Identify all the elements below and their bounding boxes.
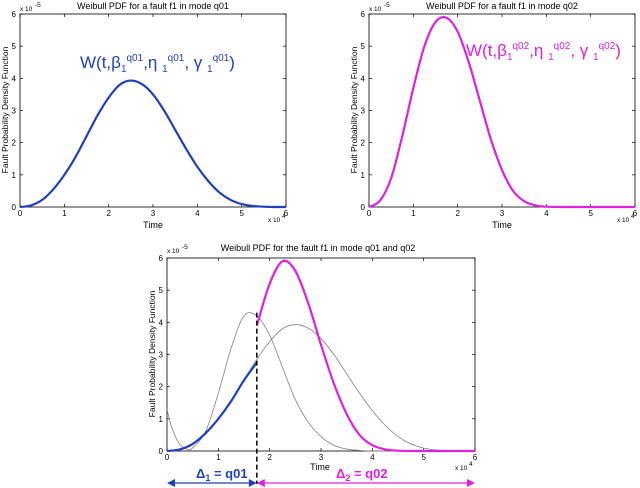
x-tick-label: 1 <box>62 209 67 218</box>
x-tick-label: 2 <box>455 209 460 218</box>
x-tick-label: 5 <box>588 209 593 218</box>
y-axis-label: Fault Probability Density Function <box>349 46 359 173</box>
x-tick-label: 1 <box>411 209 416 218</box>
x-tick-label: 4 <box>195 209 200 218</box>
svg-text:x 10: x 10 <box>268 217 281 224</box>
y-tick-label: 0 <box>361 203 366 212</box>
x-exponent: x 10 4 <box>617 213 635 224</box>
svg-text:x 10: x 10 <box>167 248 180 255</box>
x-tick-label: 3 <box>500 209 505 218</box>
chart-title: Weibull PDF for a fault f1 in mode q02 <box>426 1 578 11</box>
y-tick-label: 6 <box>361 10 366 19</box>
y-tick-label: 2 <box>159 383 164 392</box>
y-tick-label: 3 <box>159 351 164 360</box>
y-axis-label: Fault Probability Density Function <box>147 290 157 417</box>
svg-text:-5: -5 <box>384 2 390 9</box>
y-tick-label: 0 <box>159 447 164 456</box>
plot-frame <box>19 13 287 208</box>
y-tick-label: 6 <box>159 254 164 263</box>
ticks: 0 1 2 3 4 5 6 0 1 2 3 4 5 6 <box>159 254 478 462</box>
y-tick-label: 3 <box>361 107 366 116</box>
series-line-0 <box>368 16 635 209</box>
chart-title: Weibull PDF for the fault f1 in mode q01… <box>221 243 415 253</box>
x-tick-label: 6 <box>284 209 289 218</box>
y-tick-label: 1 <box>361 171 366 180</box>
y-tick-label: 5 <box>361 42 366 51</box>
y-tick-label: 0 <box>12 203 17 212</box>
x-axis-label: Time <box>492 220 512 230</box>
y-tick-label: 4 <box>159 318 164 327</box>
x-exponent: x 10 4 <box>268 213 286 224</box>
svg-text:x 10: x 10 <box>617 217 630 224</box>
svg-text:4: 4 <box>631 213 635 220</box>
formula-annotation: W(t,β1q01,η 1q01, γ 1q01) <box>80 53 235 75</box>
x-axis-label: Time <box>310 462 330 472</box>
chart-q01: Weibull PDF for a fault f1 in mode q01 T… <box>0 1 289 230</box>
x-tick-label: 0 <box>165 453 170 462</box>
x-tick-label: 5 <box>421 453 426 462</box>
svg-text:x 10: x 10 <box>369 6 382 13</box>
ticks: 0 1 2 3 4 5 6 0 1 2 3 4 5 6 <box>361 10 638 218</box>
delta1-arrow <box>167 479 257 487</box>
y-exponent: x 10 -5 <box>369 2 390 13</box>
y-tick-label: 6 <box>12 10 17 19</box>
series-line-3 <box>255 259 476 453</box>
svg-text:-5: -5 <box>35 2 41 9</box>
series-line-2 <box>166 361 258 453</box>
chart-combined: Weibull PDF for the fault f1 in mode q01… <box>147 243 478 487</box>
y-exponent: x 10 -5 <box>20 2 41 13</box>
svg-text:4: 4 <box>282 213 286 220</box>
x-tick-label: 5 <box>239 209 244 218</box>
y-axis-label: Fault Probability Density Function <box>0 46 10 173</box>
y-tick-label: 4 <box>12 74 17 83</box>
svg-text:x 10: x 10 <box>455 465 468 472</box>
x-tick-label: 0 <box>367 209 372 218</box>
x-tick-label: 4 <box>370 453 375 462</box>
x-tick-label: 3 <box>151 209 156 218</box>
x-exponent: x 10 4 <box>455 461 473 472</box>
x-tick-label: 4 <box>544 209 549 218</box>
x-tick-label: 0 <box>18 209 23 218</box>
chart-title: Weibull PDF for a fault f1 in mode q01 <box>77 1 229 11</box>
series-lines <box>19 79 287 209</box>
svg-text:-5: -5 <box>182 244 188 251</box>
y-tick-label: 4 <box>361 74 366 83</box>
x-tick-label: 3 <box>319 453 324 462</box>
y-tick-label: 2 <box>361 139 366 148</box>
delta2-label: Δ2 = q02 <box>336 466 388 483</box>
plot-frame <box>166 257 476 452</box>
chart-q02: Weibull PDF for a fault f1 in mode q02 T… <box>349 1 638 230</box>
series-line-0 <box>19 79 287 209</box>
y-exponent: x 10 -5 <box>167 244 188 255</box>
series-line-1 <box>166 312 475 452</box>
y-tick-label: 3 <box>12 107 17 116</box>
y-tick-label: 1 <box>12 171 17 180</box>
y-tick-label: 5 <box>12 42 17 51</box>
series-lines <box>166 259 476 453</box>
x-tick-label: 2 <box>106 209 111 218</box>
y-tick-label: 1 <box>159 415 164 424</box>
svg-text:4: 4 <box>469 461 473 468</box>
series-lines <box>368 16 635 209</box>
ticks: 0 1 2 3 4 5 6 0 1 2 3 4 5 6 <box>12 10 289 218</box>
delta1-label: Δ1 = q01 <box>196 466 248 483</box>
delta2-arrow <box>256 479 475 487</box>
x-tick-label: 1 <box>216 453 221 462</box>
x-tick-label: 2 <box>267 453 272 462</box>
svg-text:x 10: x 10 <box>20 6 33 13</box>
formula-annotation: W(t,β1q02,η 1q02, γ 1q02) <box>466 41 621 63</box>
x-tick-label: 6 <box>473 453 478 462</box>
y-tick-label: 5 <box>159 286 164 295</box>
x-axis-label: Time <box>143 220 163 230</box>
y-tick-label: 2 <box>12 139 17 148</box>
x-tick-label: 6 <box>633 209 638 218</box>
